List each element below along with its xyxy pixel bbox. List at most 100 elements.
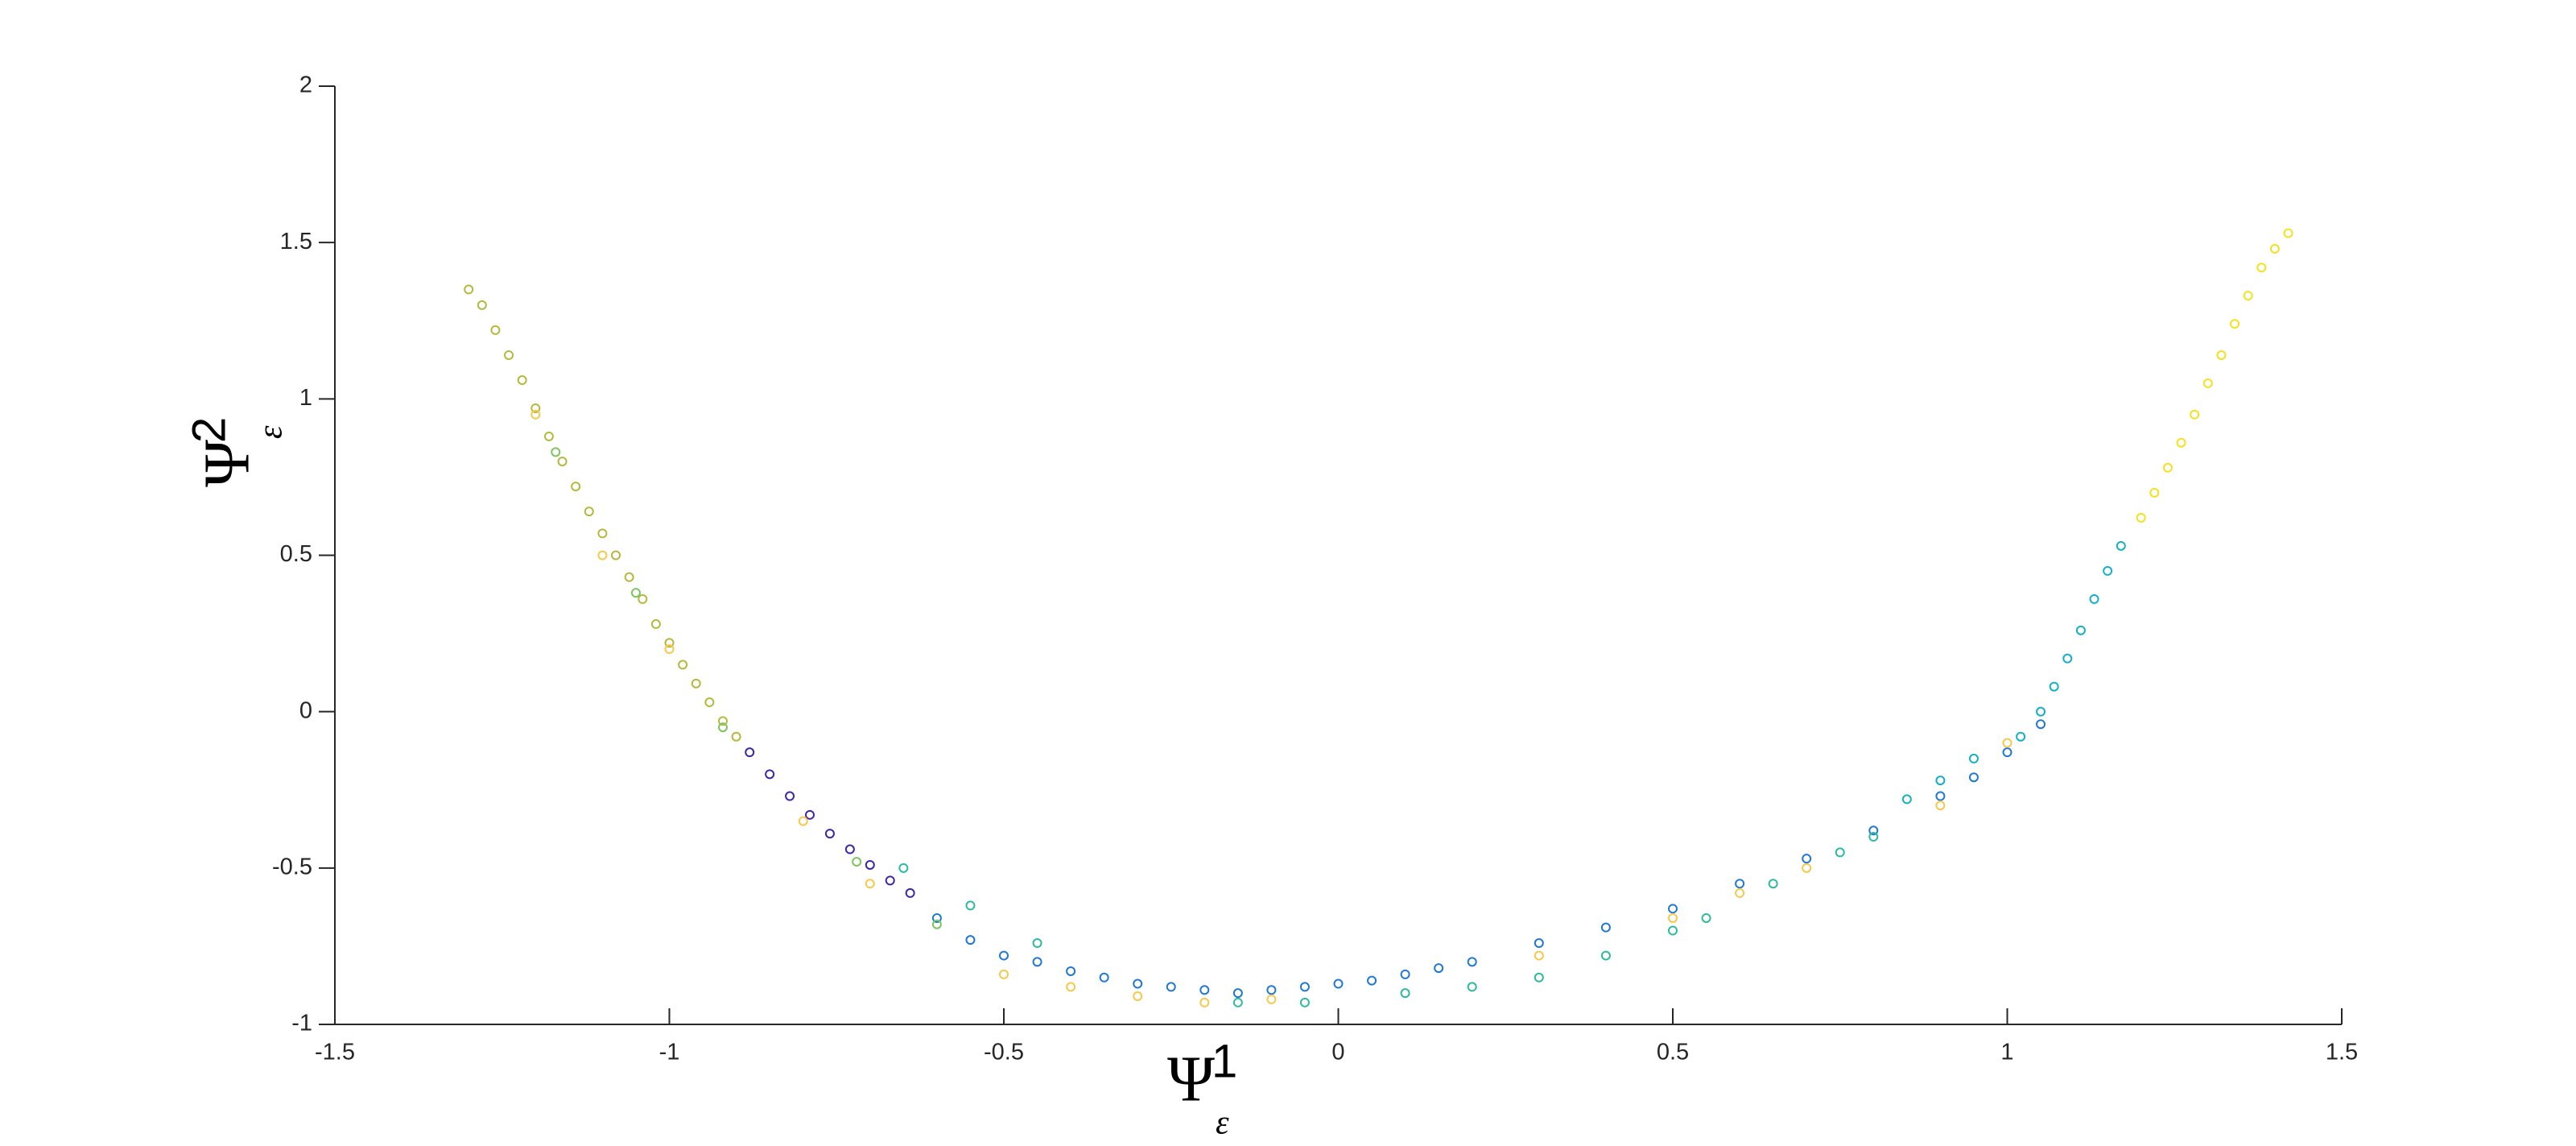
- scatter-point: [745, 747, 755, 758]
- scatter-point: [1199, 997, 1210, 1007]
- scatter-point: [2089, 594, 2099, 604]
- scatter-point: [852, 857, 862, 867]
- scatter-point: [2103, 565, 2113, 576]
- scatter-point: [2190, 409, 2200, 420]
- scatter-point: [1299, 997, 1310, 1007]
- scatter-point: [1232, 997, 1243, 1007]
- scatter-point: [1935, 776, 1946, 786]
- y-label-base: Ψ: [192, 440, 262, 487]
- scatter-point: [704, 697, 715, 708]
- scatter-point: [2256, 263, 2267, 273]
- scatter-point: [517, 375, 527, 386]
- scatter-point: [1199, 985, 1210, 995]
- y-tick-label: 0.5: [280, 541, 312, 567]
- x-label-sup: 1: [1212, 1035, 1237, 1087]
- scatter-point: [1066, 982, 1076, 992]
- scatter-point: [2075, 625, 2086, 635]
- scatter-point: [543, 431, 554, 441]
- scatter-point: [1701, 912, 1711, 923]
- y-tick-label: -0.5: [272, 854, 312, 879]
- scatter-point: [1534, 950, 1544, 961]
- y-tick-label: 0: [299, 697, 312, 723]
- scatter-point: [557, 457, 568, 466]
- scatter-point: [1534, 972, 1544, 983]
- scatter-point: [905, 887, 915, 898]
- scatter-point: [477, 300, 487, 310]
- scatter-point: [464, 284, 474, 295]
- x-tick-label: -1: [659, 1040, 680, 1065]
- scatter-point: [2269, 243, 2280, 254]
- scatter-point: [530, 403, 541, 413]
- scatter-point: [1668, 912, 1678, 923]
- scatter-point: [2162, 462, 2173, 473]
- scatter-point: [1802, 854, 1812, 864]
- scatter-point: [584, 507, 594, 517]
- scatter-point: [1668, 925, 1678, 936]
- scatter-point: [691, 678, 701, 689]
- scatter-point: [1835, 847, 1845, 858]
- scatter-point: [2176, 437, 2186, 448]
- scatter-point: [1434, 963, 1444, 974]
- scatter-point: [931, 919, 942, 929]
- scatter-point: [638, 594, 648, 604]
- scatter-point: [678, 660, 688, 670]
- scatter-point: [1668, 904, 1678, 914]
- scatter-point: [1266, 994, 1277, 1004]
- scatter-point: [630, 588, 641, 598]
- scatter-point: [785, 791, 795, 801]
- scatter-point: [999, 969, 1009, 979]
- scatter-point: [1266, 985, 1277, 995]
- scatter-point: [1735, 879, 1745, 889]
- scatter-point: [1968, 753, 1979, 763]
- scatter-point: [865, 859, 875, 870]
- scatter-point: [1600, 922, 1611, 933]
- scatter-point: [504, 350, 514, 360]
- scatter-point: [798, 816, 808, 826]
- scatter-point: [898, 863, 909, 873]
- scatter-point: [1935, 791, 1946, 801]
- scatter-point: [2036, 719, 2046, 730]
- scatter-point: [2016, 731, 2026, 742]
- scatter-point: [2230, 319, 2240, 329]
- scatter-point: [650, 619, 661, 629]
- scatter-point: [2136, 512, 2146, 523]
- x-label-base: Ψ: [1167, 1044, 1215, 1115]
- y-label-sup: 2: [183, 417, 235, 443]
- scatter-point: [1968, 772, 1979, 783]
- scatter-point: [731, 731, 741, 742]
- scatter-point: [1901, 794, 1912, 805]
- scatter-point: [571, 482, 581, 492]
- scatter-point: [865, 879, 875, 889]
- x-label-sub: ε: [1216, 1105, 1229, 1142]
- y-tick-label: -1: [291, 1011, 312, 1036]
- scatter-point: [2283, 228, 2293, 238]
- scatter-point: [1935, 801, 1946, 811]
- y-axis-label: Ψ 2 ε: [183, 417, 289, 487]
- scatter-point: [717, 716, 728, 726]
- y-tick-label: 2: [299, 72, 312, 98]
- scatter-point: [1735, 887, 1745, 898]
- scatter-point: [664, 638, 675, 648]
- scatter-point: [1868, 832, 1879, 842]
- scatter-point: [1333, 978, 1344, 989]
- x-axis-label: Ψ 1 ε: [1167, 1035, 1237, 1141]
- scatter-point: [1868, 825, 1879, 836]
- scatter-point: [611, 550, 621, 561]
- scatter-point: [1166, 982, 1176, 992]
- scatter-point: [1299, 982, 1310, 992]
- scatter-point: [530, 409, 541, 420]
- scatter-point: [1467, 982, 1477, 992]
- scatter-point: [1400, 969, 1410, 979]
- scatter-point: [805, 809, 815, 820]
- y-tick-label: 1.5: [280, 229, 312, 254]
- x-tick-label: 0: [1331, 1040, 1344, 1065]
- scatter-point: [2149, 487, 2160, 498]
- scatter-point: [664, 644, 675, 654]
- scatter-point: [1032, 938, 1042, 949]
- x-tick-label: -1.5: [315, 1040, 355, 1065]
- scatter-point: [1133, 991, 1143, 1002]
- scatter-point: [597, 550, 608, 561]
- scatter-point: [624, 572, 634, 582]
- scatter-point: [844, 844, 855, 854]
